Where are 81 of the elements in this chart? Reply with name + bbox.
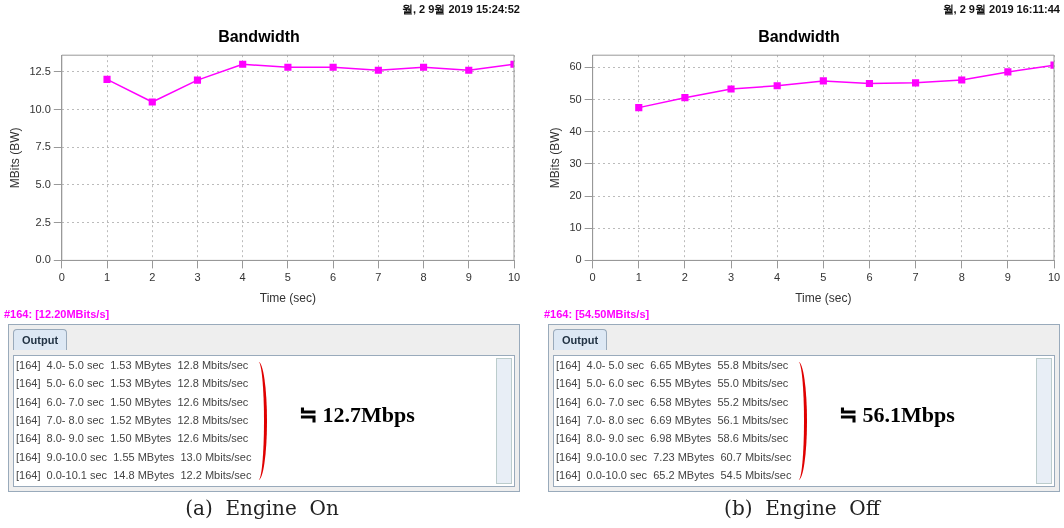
text: ≒ 12.7Mbps: [299, 402, 415, 428]
y-tick-label: 0: [575, 253, 582, 266]
text: 월, 2 9월 2019 16:11:44: [942, 2, 1060, 17]
point: [374, 66, 382, 74]
point: [103, 75, 111, 83]
point: [865, 79, 874, 88]
y-tick-label: 50: [569, 92, 582, 105]
text: [164] 6.0- 7.0 sec 6.58 MBytes 55.2 Mbits/sec: [556, 395, 789, 408]
x-axis-title: Time (sec): [259, 291, 317, 306]
text: #164: [54.50MBits/s]: [544, 308, 650, 320]
point: [148, 98, 156, 106]
x-tick-label: 5: [284, 271, 291, 284]
text: [164] 0.0-10.0 sec 65.2 MBytes 54.5 Mbits/sec: [556, 468, 792, 481]
y-tick-label: 2.5: [35, 215, 51, 228]
point: [239, 60, 247, 68]
text: 월, 2 9월 2019 15:24:52: [401, 2, 520, 17]
x-tick-label: 1: [635, 271, 642, 284]
text: [164] 5.0- 6.0 sec 1.53 MBytes 12.8 Mbits/sec: [16, 377, 249, 390]
y-tick-label: 0.0: [35, 253, 51, 266]
x-tick-label: 6: [330, 271, 337, 284]
x-tick-label: 7: [912, 271, 919, 284]
chart-title: Bandwidth: [218, 28, 300, 46]
text: (b) Engine Off: [723, 496, 883, 520]
x-tick-label: 10: [1047, 271, 1061, 284]
text: [164] 4.0- 5.0 sec 1.53 MBytes 12.8 Mbits/sec: [16, 359, 249, 371]
x-tick-label: 0: [589, 271, 596, 284]
point: [635, 104, 643, 112]
x-tick-label: 2: [681, 271, 688, 284]
point: [912, 79, 920, 87]
point: [958, 76, 966, 84]
text: (a) Engine On: [184, 496, 340, 520]
x-tick-label: 8: [958, 271, 965, 284]
text: [164] 9.0-10.0 sec 7.23 MBytes 60.7 Mbits/sec: [556, 450, 792, 463]
text: [164] 6.0- 7.0 sec 1.50 MBytes 12.6 Mbits/sec: [16, 395, 249, 408]
y-tick-label: 10: [569, 221, 582, 234]
x-tick-label: 9: [465, 271, 472, 284]
point: [419, 63, 428, 71]
text: [164] 4.0- 5.0 sec 6.65 MBytes 55.8 Mbits/sec: [556, 359, 789, 371]
point: [681, 94, 689, 102]
x-tick-label: 8: [420, 271, 427, 284]
x-tick-label: 1: [103, 271, 111, 284]
text: [164] 7.0- 8.0 sec 6.69 MBytes 56.1 Mbits/sec: [556, 413, 789, 426]
text: [164] 8.0- 9.0 sec 6.98 MBytes 58.6 Mbits/sec: [556, 432, 789, 445]
y-tick-label: 10.0: [29, 102, 51, 115]
point: [773, 82, 781, 90]
point: [284, 63, 292, 71]
x-tick-label: 9: [1004, 271, 1011, 284]
text: [164] 8.0- 9.0 sec 1.50 MBytes 12.6 Mbits/sec: [16, 432, 249, 445]
y-tick-label: 40: [569, 124, 582, 137]
x-tick-label: 10: [507, 271, 521, 284]
x-tick-label: 4: [239, 271, 246, 284]
x-tick-label: 2: [149, 271, 156, 284]
y-axis-title: MBits (BW): [7, 127, 22, 189]
text: #164: [12.20MBits/s]: [4, 308, 110, 320]
x-tick-label: 3: [194, 271, 201, 284]
x-tick-label: 3: [727, 271, 735, 284]
x-tick-label: 6: [866, 271, 873, 284]
y-tick-label: 30: [569, 156, 582, 169]
y-tick-label: 7.5: [35, 140, 51, 153]
y-tick-label: 20: [569, 189, 582, 202]
point: [1004, 68, 1012, 76]
y-tick-label: 5.0: [35, 177, 51, 190]
y-tick-label: 12.5: [29, 64, 51, 77]
x-tick-label: 4: [774, 271, 781, 284]
x-tick-label: 5: [820, 271, 827, 284]
text: [164] 7.0- 8.0 sec 1.52 MBytes 12.8 Mbits/sec: [16, 413, 249, 426]
point: [193, 76, 202, 84]
point: [819, 77, 827, 85]
text: [164] 0.0-10.1 sec 14.8 MBytes 12.2 Mbits/sec: [16, 468, 252, 481]
x-axis-title: Time (sec): [795, 291, 852, 306]
text: [164] 5.0- 6.0 sec 6.55 MBytes 55.0 Mbits/sec: [556, 377, 789, 390]
text: [164] 9.0-10.0 sec 1.55 MBytes 13.0 Mbits/sec: [16, 450, 252, 463]
point: [465, 66, 473, 74]
x-tick-label: 0: [58, 271, 65, 284]
y-tick-label: 60: [569, 60, 582, 73]
x-tick-label: 7: [375, 271, 382, 284]
point: [329, 63, 337, 71]
y-axis-title: MBits (BW): [547, 127, 562, 189]
text: ≒ 56.1Mbps: [839, 402, 955, 428]
point: [727, 85, 735, 93]
chart-title: Bandwidth: [758, 28, 840, 46]
